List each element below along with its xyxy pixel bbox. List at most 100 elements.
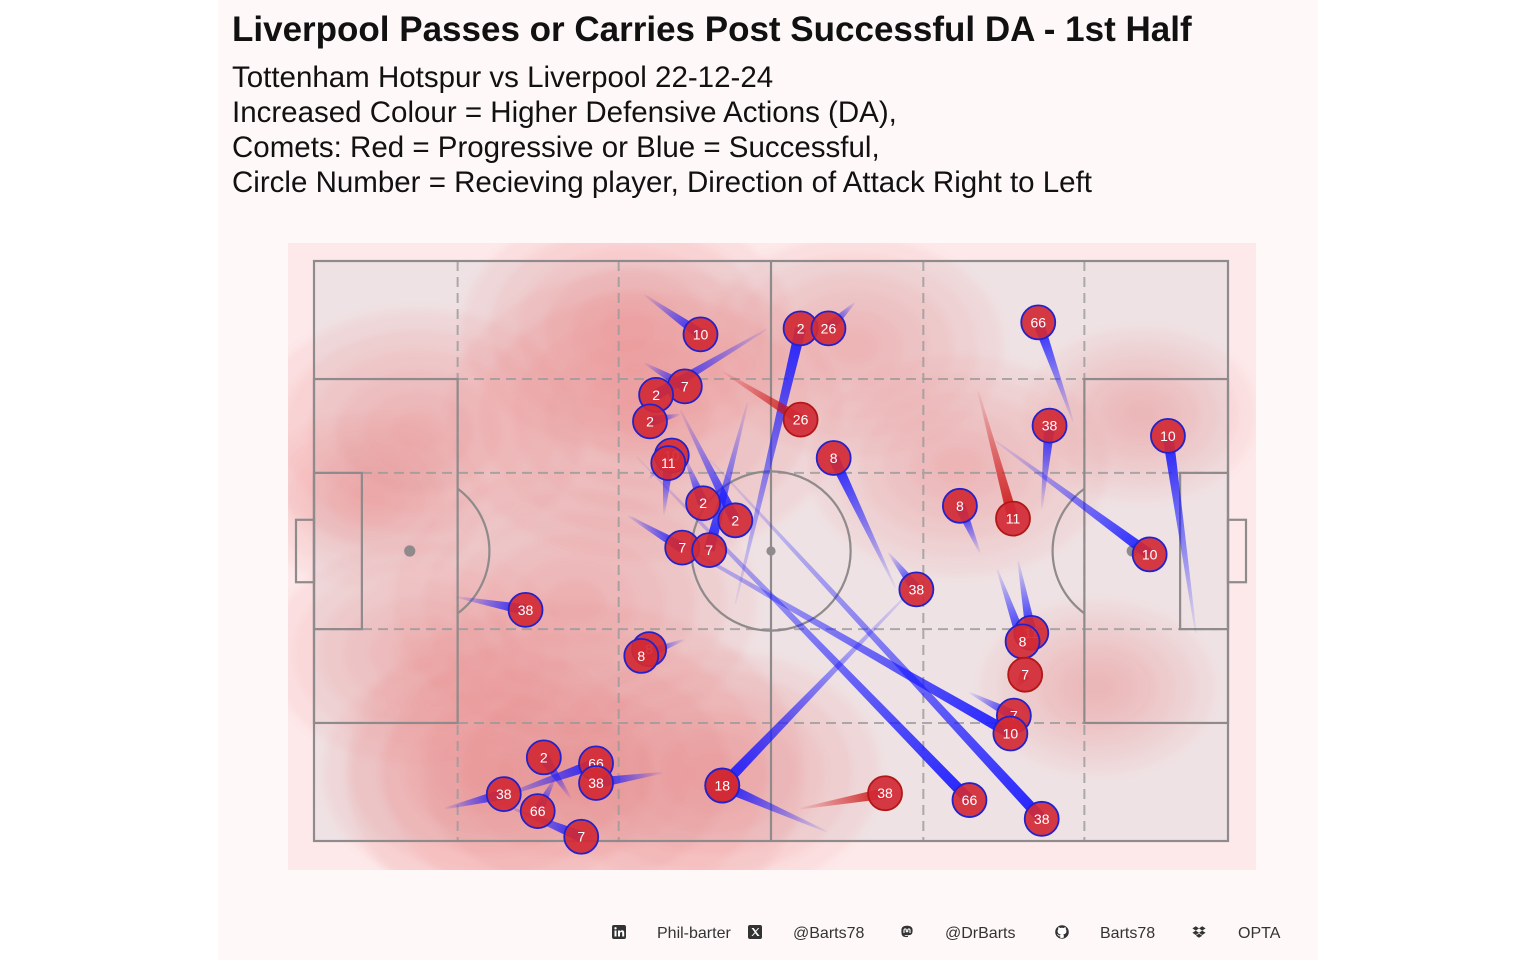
receiver-node: 66 <box>1020 304 1057 341</box>
receiver-label: 38 <box>1042 418 1058 434</box>
receiver-node: 8 <box>815 440 852 476</box>
receiver-label: 7 <box>1010 708 1018 724</box>
receiver-circle <box>992 715 1029 752</box>
centre-spot <box>766 546 776 556</box>
receiver-label: 8 <box>1019 633 1027 649</box>
receiver-label: 7 <box>577 829 585 845</box>
receiver-node: 38 <box>1031 407 1068 444</box>
receiver-label: 26 <box>821 320 837 336</box>
receiver-circle <box>578 765 614 801</box>
receiver-circle <box>507 591 544 628</box>
subtitle-line: Circle Number = Recieving player, Direct… <box>232 166 1092 199</box>
receiver-circle <box>563 818 600 855</box>
receiver-node: 10 <box>992 715 1029 752</box>
receiver-label: 38 <box>518 602 534 618</box>
github-icon <box>1055 925 1069 939</box>
density-contour <box>346 485 386 515</box>
receiver-node: 8 <box>1004 623 1041 660</box>
receiver-label: 10 <box>1160 428 1176 444</box>
receiver-label: 10 <box>693 326 709 342</box>
x-link[interactable] <box>748 925 762 939</box>
successful-comet <box>496 758 598 800</box>
receiver-node: 66 <box>519 793 556 830</box>
mastodon-link[interactable] <box>900 925 914 939</box>
left-penalty-spot <box>404 545 416 557</box>
receiver-label: 2 <box>540 749 548 765</box>
receiver-label: 11 <box>661 455 676 471</box>
receiver-node: 66 <box>951 782 988 818</box>
github-handle[interactable]: Barts78 <box>1100 925 1156 942</box>
mastodon-handle[interactable]: @DrBarts <box>945 925 1016 942</box>
x-handle[interactable]: @Barts78 <box>793 925 865 942</box>
subtitle-line: Comets: Red = Progressive or Blue = Succ… <box>232 131 880 164</box>
receiver-label: 2 <box>699 495 707 511</box>
receiver-label: 38 <box>588 775 604 791</box>
linkedin-link[interactable] <box>612 925 626 939</box>
successful-comet <box>1033 320 1074 422</box>
receiver-node: 38 <box>578 765 614 801</box>
receiver-label: 7 <box>1021 667 1029 683</box>
left-goal <box>294 518 316 584</box>
receiver-circle <box>1023 800 1060 837</box>
receiver-node: 2 <box>632 403 668 440</box>
chart-title: Liverpool Passes or Carries Post Success… <box>232 10 1192 49</box>
receiver-circle <box>1020 304 1057 341</box>
receiver-node: 7 <box>563 818 600 855</box>
receiver-node: 8 <box>623 638 660 674</box>
progressive-comet <box>722 371 804 425</box>
progressive-comet <box>800 787 887 810</box>
receiver-node: 38 <box>898 571 935 608</box>
receiver-circle <box>650 445 687 482</box>
density-contour <box>1077 673 1117 702</box>
github-link[interactable] <box>1055 925 1069 939</box>
receiver-circle <box>1031 407 1068 444</box>
successful-comet <box>709 459 1046 823</box>
receiver-label: 38 <box>877 785 893 801</box>
receiver-circle <box>1131 536 1168 573</box>
right-goal <box>1226 518 1248 584</box>
mastodon-icon <box>901 925 913 938</box>
receiver-label: 7 <box>681 378 689 394</box>
chart-subtitle: Tottenham Hotspur vs Liverpool 22-12-24 … <box>232 60 1092 200</box>
receiver-label: 11 <box>1006 511 1021 527</box>
receiver-circle <box>810 310 847 347</box>
subtitle-line: Tottenham Hotspur vs Liverpool 22-12-24 <box>232 61 774 94</box>
receiver-label: 8 <box>956 498 964 514</box>
receiver-label: 8 <box>830 450 838 466</box>
receiver-circle <box>519 793 556 830</box>
receiver-circle <box>632 403 668 440</box>
receiver-nodes: 1022666722623810810113881110227738118887… <box>485 304 1186 855</box>
receiver-circle <box>995 500 1031 537</box>
receiver-node: 18 <box>704 767 741 804</box>
successful-comet <box>734 327 806 605</box>
receiver-node: 2 <box>685 485 722 522</box>
receiver-node: 38 <box>485 776 522 812</box>
receiver-node: 38 <box>507 591 544 628</box>
linkedin-handle[interactable]: Phil-barter <box>657 925 731 942</box>
receiver-circle <box>485 776 522 812</box>
receiver-label: 26 <box>793 412 809 428</box>
receiver-label: 2 <box>731 512 739 528</box>
receiver-circle <box>691 532 728 569</box>
linkedin-icon <box>612 925 626 939</box>
receiver-circle <box>682 316 719 353</box>
receiver-label: 10 <box>1142 546 1158 562</box>
dropbox-link <box>1192 925 1206 939</box>
receiver-node: 10 <box>1150 417 1186 454</box>
receiver-label: 66 <box>530 803 546 819</box>
receiver-label: 10 <box>1003 726 1019 742</box>
receiver-node: 10 <box>1131 536 1168 573</box>
receiver-node: 26 <box>782 401 819 438</box>
receiver-label: 2 <box>646 413 654 429</box>
density-contour <box>599 308 655 350</box>
successful-comet <box>995 440 1153 559</box>
receiver-circle <box>717 502 754 539</box>
dropbox-icon <box>1192 926 1206 938</box>
receiver-circle <box>815 440 852 476</box>
receiver-node: 11 <box>995 500 1031 537</box>
receiver-circle <box>782 401 819 438</box>
x-icon <box>748 925 762 939</box>
receiver-node: 11 <box>650 445 687 482</box>
receiver-node: 38 <box>867 775 903 812</box>
